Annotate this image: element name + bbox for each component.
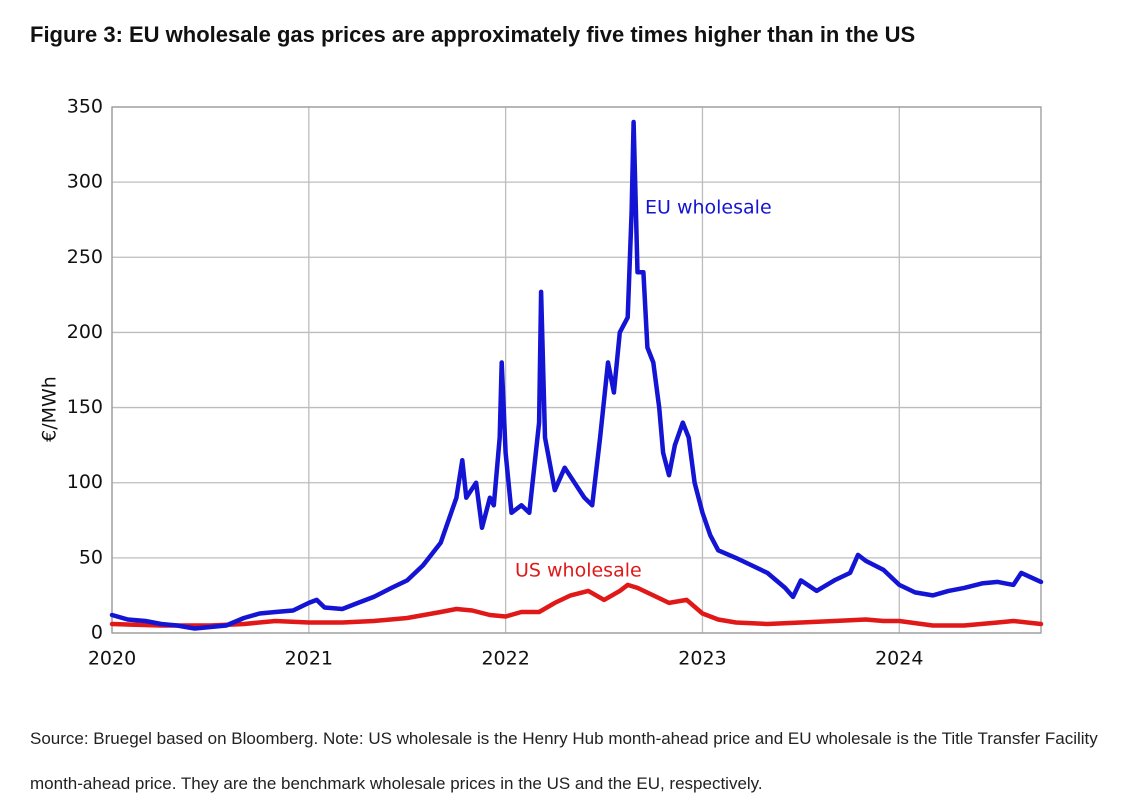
x-tick-label: 2020 <box>88 648 136 670</box>
series-annotation: US wholesale <box>515 560 642 582</box>
x-tick-label: 2023 <box>678 648 726 670</box>
y-tick-label: 200 <box>67 321 103 343</box>
y-tick-label: 150 <box>67 396 103 418</box>
source-note: Source: Bruegel based on Bloomberg. Note… <box>30 729 1098 793</box>
y-axis-label: €/MWh <box>39 376 61 442</box>
series-line <box>109 119 1044 631</box>
chart-title: Figure 3: EU wholesale gas prices are ap… <box>30 22 916 47</box>
y-tick-label: 250 <box>67 246 103 268</box>
plot-frame <box>111 106 1042 634</box>
y-tick-label: 100 <box>67 471 103 493</box>
y-tick-label: 50 <box>79 546 103 568</box>
x-tick-label: 2024 <box>875 648 923 670</box>
y-tick-label: 350 <box>67 96 103 118</box>
y-tick-label: 300 <box>67 171 103 193</box>
x-tick-label: 2021 <box>285 648 333 670</box>
chart: €/MWh 0 50 100 150 200 250 300 350 2020 2021 2022 2… <box>39 96 1044 670</box>
x-tick-label: 2022 <box>481 648 529 670</box>
series-annotation: EU wholesale <box>645 197 772 219</box>
y-tick-label: 0 <box>91 622 103 644</box>
series-line <box>109 582 1044 628</box>
